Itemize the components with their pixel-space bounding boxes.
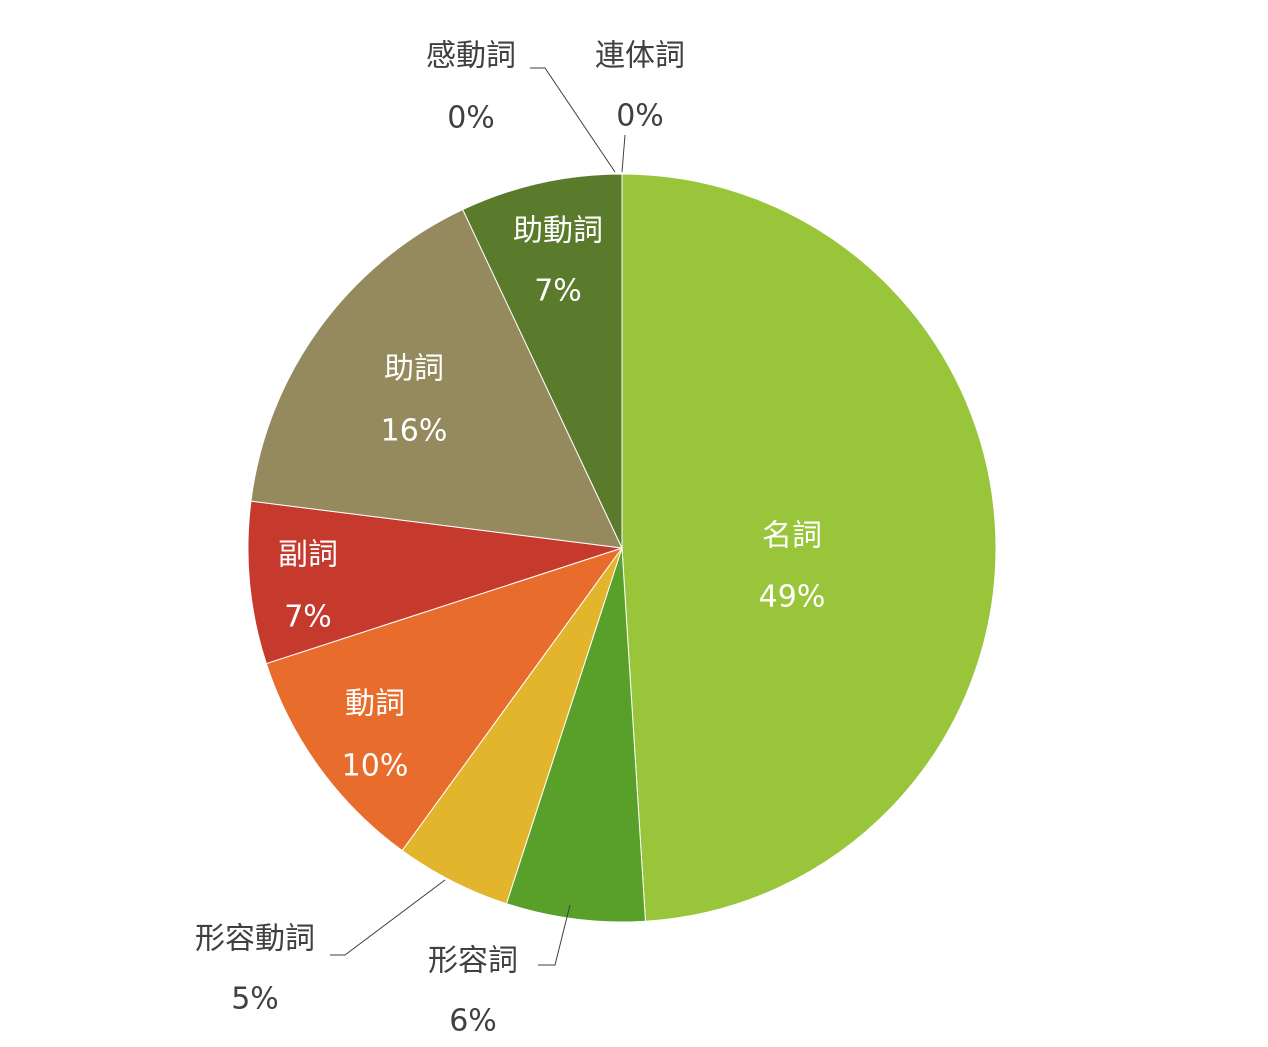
slice-label: 形容動詞 bbox=[195, 922, 315, 957]
slice-label: 形容詞 bbox=[428, 944, 518, 979]
value-label: 16% bbox=[381, 414, 448, 449]
value-label: 5% bbox=[231, 982, 279, 1017]
leader-line bbox=[330, 879, 446, 956]
slice-label: 感動詞 bbox=[426, 39, 516, 74]
slice-label: 助詞 bbox=[384, 352, 444, 387]
value-label: 0% bbox=[447, 101, 495, 136]
value-label: 7% bbox=[284, 600, 332, 635]
pie-slice bbox=[265, 547, 624, 852]
value-label: 7% bbox=[534, 274, 582, 309]
value-label: 10% bbox=[342, 749, 409, 784]
pie-slice bbox=[247, 500, 623, 665]
slice-label: 動詞 bbox=[345, 687, 405, 722]
pie-slice bbox=[505, 547, 647, 923]
leader-line bbox=[530, 67, 616, 173]
leader-line bbox=[538, 904, 571, 966]
value-label: 49% bbox=[759, 580, 826, 615]
slice-label: 名詞 bbox=[762, 519, 822, 554]
slice-label: 助動詞 bbox=[513, 214, 603, 249]
pie-slice bbox=[621, 173, 997, 922]
leader-line bbox=[621, 134, 626, 173]
slice-label: 副詞 bbox=[278, 538, 338, 573]
value-label: 6% bbox=[449, 1004, 497, 1039]
slice-label: 連体詞 bbox=[595, 39, 685, 74]
pie-slice bbox=[462, 173, 623, 549]
value-label: 0% bbox=[616, 99, 664, 134]
pie-slice bbox=[250, 208, 623, 549]
